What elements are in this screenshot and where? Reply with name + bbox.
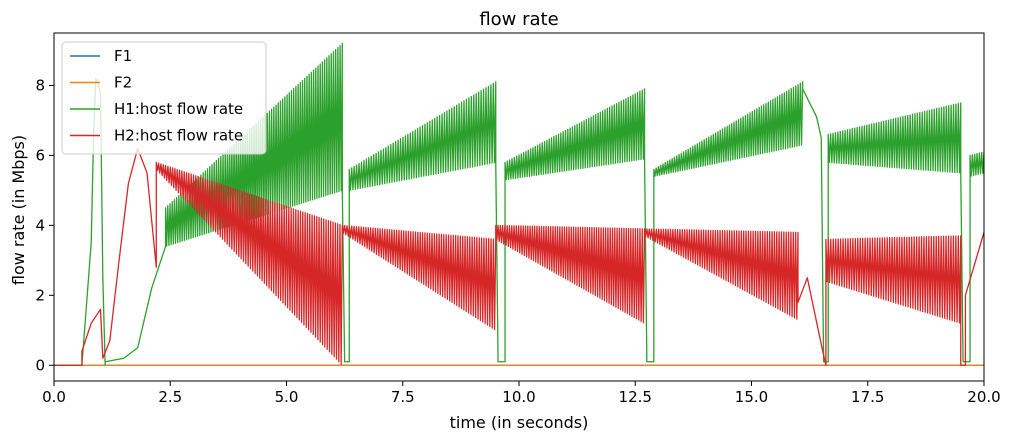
series-line-3 (54, 42, 984, 366)
legend-entry: H2:host flow rate (114, 127, 243, 145)
legend: F1 F2 H1:host flow rate H2:host flow rate (61, 41, 267, 155)
chart-title: flow rate (479, 9, 558, 30)
y-tick-label: 2 (35, 286, 45, 304)
x-tick-label: 5.0 (275, 388, 299, 406)
y-tick-label: 4 (35, 216, 45, 234)
y-tick-label: 8 (35, 76, 45, 94)
axes: 0.0 2.5 5.0 7.5 10.0 12.5 15.0 17.5 20.0 0 2 4 6 8 (35, 32, 1001, 406)
plot-area (54, 42, 984, 366)
legend-entry: F1 (114, 47, 132, 65)
series-line-4 (54, 147, 984, 366)
x-tick-label: 0.0 (42, 388, 66, 406)
x-tick-label: 7.5 (391, 388, 415, 406)
legend-entry: H1:host flow rate (114, 100, 243, 118)
x-tick-label: 15.0 (735, 388, 768, 406)
legend-entry: F2 (114, 74, 132, 92)
x-tick-label: 2.5 (158, 388, 182, 406)
x-axis-label: time (in seconds) (450, 413, 589, 432)
y-tick-label: 6 (35, 146, 45, 164)
y-tick-label: 0 (35, 356, 45, 374)
x-tick-label: 17.5 (851, 388, 884, 406)
legend-box (61, 41, 267, 155)
x-tick-label: 20.0 (967, 388, 1000, 406)
x-tick-label: 12.5 (619, 388, 652, 406)
x-tick-label: 10.0 (502, 388, 535, 406)
y-axis-label: flow rate (in Mbps) (9, 135, 28, 285)
